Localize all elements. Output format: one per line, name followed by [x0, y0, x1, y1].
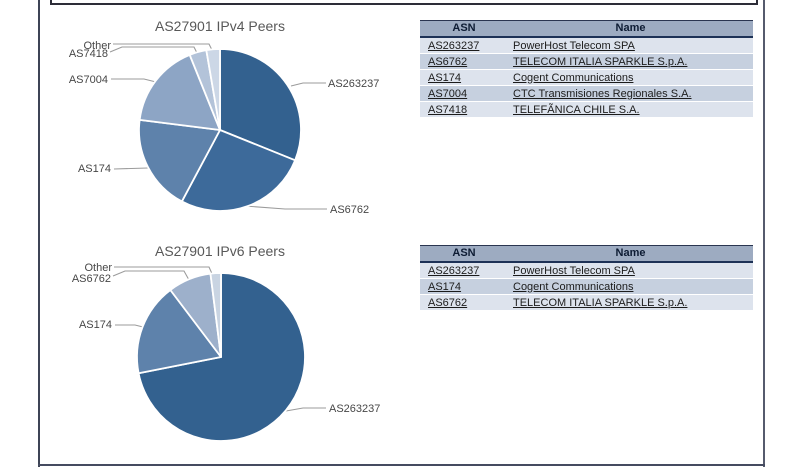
- ipv4-peers-table: ASN Name AS263237 PowerHost Telecom SPA AS…: [420, 20, 753, 118]
- peer-name-cell: Cogent Communications: [508, 69, 753, 86]
- asn-cell: AS6762: [420, 53, 508, 70]
- pie-slice-as263237: [219, 48, 302, 162]
- peer-table-row: AS174 Cogent Communications: [420, 278, 753, 295]
- slice-label: AS263237: [329, 403, 380, 415]
- leader-line: [115, 324, 144, 328]
- chart-title: AS27901 IPv6 Peers: [155, 243, 285, 259]
- leader-line: [244, 205, 327, 210]
- leader-line: [113, 43, 214, 53]
- container-right-border: [763, 0, 765, 467]
- peer-name-link[interactable]: TELECOM ITALIA SPARKLE S.p.A.: [513, 55, 688, 68]
- peer-name-cell: Cogent Communications: [508, 278, 753, 295]
- leader-line: [109, 46, 199, 56]
- ipv6-peers-pie-chart: AS27901 IPv6 Peers AS263237 AS174 AS6762Oth…: [72, 243, 380, 442]
- slice-label: AS6762: [72, 273, 111, 285]
- table-header-row: ASN Name: [420, 245, 753, 263]
- slice-label: AS263237: [328, 78, 379, 90]
- asn-cell: AS263237: [420, 262, 508, 279]
- asn-cell: AS7418: [420, 101, 508, 118]
- peer-name-cell: PowerHost Telecom SPA: [508, 37, 753, 54]
- peer-table-row: AS7004 CTC Transmisiones Regionales S.A.: [420, 85, 753, 102]
- asn-link[interactable]: AS7004: [428, 87, 468, 100]
- ipv6-peers-table: ASN Name AS263237 PowerHost Telecom SPA AS…: [420, 245, 753, 311]
- peer-name-link[interactable]: PowerHost Telecom SPA: [513, 39, 635, 52]
- leader-line: [285, 407, 326, 412]
- peer-name-link[interactable]: TELEFÃNICA CHILE S.A.: [513, 103, 640, 116]
- asn-column-header: ASN: [420, 245, 508, 263]
- slice-label: AS7418: [69, 48, 108, 60]
- slice-label: Other: [84, 262, 112, 274]
- name-column-header: Name: [508, 245, 753, 263]
- asn-cell: AS263237: [420, 37, 508, 54]
- asn-link[interactable]: AS6762: [428, 55, 468, 68]
- peer-name-link[interactable]: Cogent Communications: [513, 280, 634, 293]
- container-bottom-border: [38, 464, 765, 466]
- peer-table-row: AS174 Cogent Communications: [420, 69, 753, 86]
- pie-slice-as7004: [138, 53, 221, 131]
- peer-name-link[interactable]: PowerHost Telecom SPA: [513, 264, 635, 277]
- peer-table-row: AS6762 TELECOM ITALIA SPARKLE S.p.A.: [420, 53, 753, 70]
- peer-table-row: AS6762 TELECOM ITALIA SPARKLE S.p.A.: [420, 294, 753, 311]
- peer-table-row: AS7418 TELEFÃNICA CHILE S.A.: [420, 101, 753, 118]
- peer-table-row: AS263237 PowerHost Telecom SPA: [420, 37, 753, 54]
- peer-name-cell: CTC Transmisiones Regionales S.A.: [508, 85, 753, 102]
- pie-slice-as174: [136, 289, 222, 375]
- leader-line: [113, 167, 149, 170]
- name-column-header: Name: [508, 20, 753, 38]
- slice-label: AS174: [79, 319, 112, 331]
- peer-name-cell: TELECOM ITALIA SPARKLE S.p.A.: [508, 294, 753, 311]
- leader-line: [111, 78, 157, 83]
- peer-table-row: AS263237 PowerHost Telecom SPA: [420, 262, 753, 279]
- asn-column-header: ASN: [420, 20, 508, 38]
- asn-link[interactable]: AS7418: [428, 103, 468, 116]
- peer-name-cell: TELEFÃNICA CHILE S.A.: [508, 101, 753, 118]
- pie-slice-other: [209, 272, 222, 358]
- asn-link[interactable]: AS263237: [428, 264, 480, 277]
- slice-label: AS174: [78, 163, 111, 175]
- asn-link[interactable]: AS174: [428, 280, 462, 293]
- ipv4-peers-pie-chart: AS27901 IPv4 Peers AS263237 AS6762 AS174 AS7…: [69, 18, 380, 216]
- leader-line: [112, 270, 190, 281]
- slice-label: AS6762: [330, 204, 369, 216]
- slice-label: Other: [83, 40, 111, 52]
- chart-title: AS27901 IPv4 Peers: [155, 18, 285, 34]
- asn-link[interactable]: AS174: [428, 71, 462, 84]
- leader-line: [290, 82, 326, 87]
- asn-cell: AS7004: [420, 85, 508, 102]
- asn-cell: AS174: [420, 278, 508, 295]
- asn-link[interactable]: AS263237: [428, 39, 480, 52]
- asn-cell: AS174: [420, 69, 508, 86]
- asn-cell: AS6762: [420, 294, 508, 311]
- peer-name-link[interactable]: Cogent Communications: [513, 71, 634, 84]
- peer-name-cell: TELECOM ITALIA SPARKLE S.p.A.: [508, 53, 753, 70]
- pie-slice-as174: [138, 118, 221, 203]
- table-header-row: ASN Name: [420, 20, 753, 38]
- peer-name-link[interactable]: CTC Transmisiones Regionales S.A.: [513, 87, 692, 100]
- slice-label: AS7004: [69, 74, 108, 86]
- cutoff-box-above: [50, 0, 758, 5]
- pie-slice-other: [205, 48, 221, 131]
- peer-name-cell: PowerHost Telecom SPA: [508, 262, 753, 279]
- asn-link[interactable]: AS6762: [428, 296, 468, 309]
- container-left-border: [38, 0, 40, 467]
- peer-name-link[interactable]: TELECOM ITALIA SPARKLE S.p.A.: [513, 296, 688, 309]
